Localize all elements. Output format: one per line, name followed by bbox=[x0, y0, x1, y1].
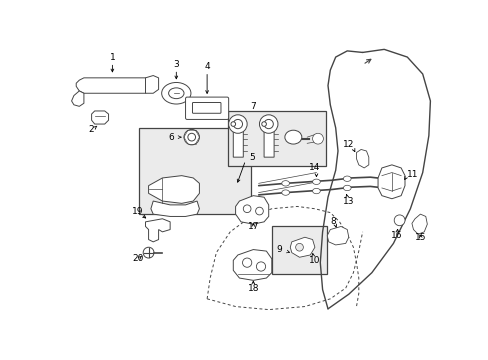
Circle shape bbox=[183, 130, 199, 145]
Polygon shape bbox=[233, 126, 243, 157]
Circle shape bbox=[261, 122, 266, 126]
Text: 11: 11 bbox=[407, 170, 418, 179]
Text: 2: 2 bbox=[89, 125, 94, 134]
Text: 14: 14 bbox=[308, 163, 320, 172]
Bar bbox=[139, 128, 250, 214]
Polygon shape bbox=[326, 226, 348, 245]
Circle shape bbox=[295, 243, 303, 251]
Text: 1: 1 bbox=[109, 53, 115, 62]
Text: 19: 19 bbox=[132, 207, 143, 216]
Bar bbox=[227, 111, 326, 166]
Polygon shape bbox=[411, 214, 427, 234]
Text: 5: 5 bbox=[248, 153, 254, 162]
FancyBboxPatch shape bbox=[192, 103, 221, 113]
Circle shape bbox=[255, 207, 263, 215]
Text: 8: 8 bbox=[330, 217, 336, 226]
Polygon shape bbox=[290, 237, 314, 257]
Circle shape bbox=[393, 215, 404, 226]
Text: 6: 6 bbox=[168, 132, 174, 141]
Text: 18: 18 bbox=[247, 284, 259, 293]
Circle shape bbox=[143, 247, 154, 258]
Ellipse shape bbox=[281, 190, 289, 195]
Ellipse shape bbox=[312, 188, 320, 194]
Ellipse shape bbox=[343, 176, 350, 181]
Ellipse shape bbox=[168, 88, 183, 99]
Polygon shape bbox=[151, 201, 199, 216]
Circle shape bbox=[259, 115, 277, 133]
Ellipse shape bbox=[281, 181, 289, 186]
Text: 10: 10 bbox=[308, 256, 320, 265]
Polygon shape bbox=[76, 78, 153, 93]
Circle shape bbox=[230, 122, 235, 126]
Polygon shape bbox=[233, 249, 271, 280]
Polygon shape bbox=[145, 76, 158, 93]
Circle shape bbox=[242, 258, 251, 267]
Text: 20: 20 bbox=[132, 254, 143, 263]
Circle shape bbox=[233, 120, 242, 129]
Polygon shape bbox=[71, 91, 84, 106]
Circle shape bbox=[264, 120, 273, 129]
Circle shape bbox=[187, 133, 195, 141]
Ellipse shape bbox=[162, 82, 190, 104]
Bar bbox=[271, 226, 326, 274]
Polygon shape bbox=[91, 111, 108, 124]
Circle shape bbox=[228, 115, 246, 133]
FancyBboxPatch shape bbox=[185, 97, 228, 120]
Polygon shape bbox=[377, 165, 404, 199]
Ellipse shape bbox=[312, 179, 320, 184]
Circle shape bbox=[243, 205, 250, 213]
Polygon shape bbox=[145, 219, 170, 242]
Polygon shape bbox=[264, 126, 274, 157]
Text: 17: 17 bbox=[247, 222, 259, 231]
Polygon shape bbox=[356, 149, 368, 168]
Text: 15: 15 bbox=[415, 233, 426, 242]
Circle shape bbox=[312, 133, 323, 144]
Text: 12: 12 bbox=[343, 140, 354, 149]
Ellipse shape bbox=[343, 185, 350, 191]
Text: 4: 4 bbox=[204, 62, 209, 71]
Text: 7: 7 bbox=[250, 102, 256, 111]
Circle shape bbox=[256, 262, 265, 271]
Polygon shape bbox=[148, 176, 199, 203]
Text: 3: 3 bbox=[173, 60, 179, 69]
Polygon shape bbox=[235, 195, 268, 224]
Text: 16: 16 bbox=[390, 231, 402, 240]
Text: 9: 9 bbox=[276, 245, 282, 254]
Text: 13: 13 bbox=[343, 197, 354, 206]
Ellipse shape bbox=[285, 130, 301, 144]
